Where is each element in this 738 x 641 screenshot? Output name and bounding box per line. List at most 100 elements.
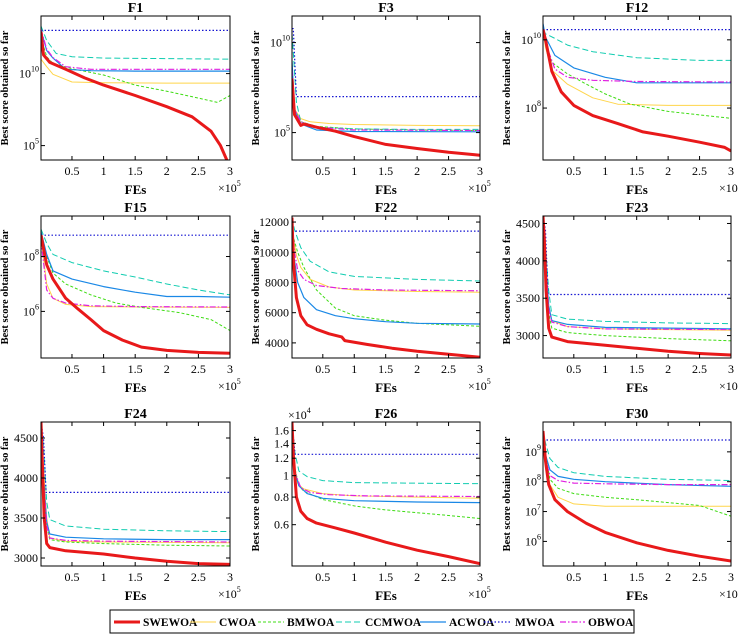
y-axis-label: Best score obtained so far <box>502 30 513 145</box>
series-line-bmwoa <box>543 216 731 342</box>
y-axis-label: Best score obtained so far <box>0 30 11 145</box>
x-tick-label: 2.5 <box>191 570 206 584</box>
series-line-acwoa <box>41 422 230 541</box>
x-tick-label: 2 <box>414 570 420 584</box>
x-tick-label: 0.5 <box>315 362 330 376</box>
legend-item-cwoa: CWOA <box>190 617 257 629</box>
legend-item-mwoa: MWOA <box>484 617 555 629</box>
x-tick-label: 0.5 <box>315 570 330 584</box>
series-line-acwoa <box>41 231 230 298</box>
y-axis-label: Best score obtained so far <box>251 229 262 344</box>
series-line-bmwoa <box>292 218 480 327</box>
series-line-obwoa <box>292 69 480 132</box>
legend-label: BMWOA <box>287 617 335 629</box>
y-tick-label: 3500 <box>14 511 38 525</box>
x-axis-label: FEs <box>626 588 648 603</box>
series-line-ccmwoa <box>543 430 731 481</box>
x-tick-label: 1.5 <box>128 362 143 376</box>
series-line-cwoa <box>41 58 230 84</box>
chart-panel-F1: 0.5 1 1.5 2 2.5 3×105 105 1010 F1 FEs Best score o… <box>0 1 241 197</box>
x-tick-label: 3 <box>728 164 734 178</box>
legend-box <box>109 609 635 634</box>
y-tick-label: 4000 <box>516 254 540 268</box>
series-line-obwoa <box>292 424 480 498</box>
legend-label: ACWOA <box>449 617 495 629</box>
y-tick-label: 4500 <box>516 216 540 230</box>
series-line-acwoa <box>292 424 480 504</box>
series-line-swewoa <box>41 234 230 355</box>
series-line-bmwoa <box>41 37 230 103</box>
y-tick-label: 12000 <box>259 215 289 229</box>
x-tick-label: 1.5 <box>128 164 143 178</box>
series-line-swewoa <box>292 422 480 566</box>
x-tick-label: 1 <box>101 164 107 178</box>
series-line-cwoa <box>292 69 480 127</box>
y-tick-label: 4000 <box>14 471 38 485</box>
y-tick-label: 3000 <box>516 329 540 343</box>
x-tick-label: 3 <box>728 570 734 584</box>
y-tick-label: 1010 <box>270 34 290 50</box>
y-tick-label: 106 <box>525 532 541 548</box>
x-tick-label: 2 <box>164 362 170 376</box>
x-tick-label: 2.5 <box>441 164 456 178</box>
x-tick-label: 0.5 <box>566 164 581 178</box>
series-line-ccmwoa <box>41 25 230 60</box>
series-line-obwoa <box>543 216 731 331</box>
series-line-bmwoa <box>41 422 230 547</box>
y-tick-label: 1.6 <box>274 424 289 438</box>
y-axis-label: Best score obtained so far <box>502 436 513 551</box>
chart-title: F24 <box>124 407 147 422</box>
series-line-obwoa <box>41 239 230 308</box>
y-tick-label: 105 <box>23 137 39 153</box>
y-tick-label: 107 <box>525 503 541 519</box>
series-line-ccmwoa <box>292 422 480 485</box>
x-tick-label: 2.5 <box>191 164 206 178</box>
x-tick-label: 2.5 <box>441 570 456 584</box>
chart-panel-F15: 0.5 1 1.5 2 2.5 3×105 106 108 F15 FEs Best score o… <box>0 201 241 395</box>
x-exponent-label: ×105 <box>468 377 491 393</box>
x-tick-label: 1.5 <box>629 570 644 584</box>
series-line-ccmwoa <box>543 216 731 325</box>
chart-title: F26 <box>375 407 398 422</box>
y-tick-label: 109 <box>525 443 541 459</box>
series-line-bmwoa <box>41 231 230 332</box>
x-tick-label: 1 <box>602 570 608 584</box>
y-axis-label: Best score obtained so far <box>502 229 513 344</box>
x-exponent-label: ×105 <box>218 585 241 601</box>
x-axis-label: FEs <box>375 588 397 603</box>
x-tick-label: 2.5 <box>441 362 456 376</box>
y-axis-label: Best score obtained so far <box>0 436 11 551</box>
y-tick-label: 1.2 <box>274 451 289 465</box>
series-line-mwoa <box>292 28 480 98</box>
x-tick-label: 2 <box>665 164 671 178</box>
series-line-obwoa <box>41 422 230 543</box>
series-line-acwoa <box>292 217 480 325</box>
x-tick-label: 3 <box>227 362 233 376</box>
chart-title: F22 <box>375 201 398 216</box>
x-tick-label: 1.5 <box>128 570 143 584</box>
series-line-ccmwoa <box>41 228 230 296</box>
series-line-cwoa <box>543 430 731 507</box>
y-tick-label: 1010 <box>521 31 541 47</box>
legend-label: CWOA <box>219 617 257 629</box>
series-line-swewoa <box>292 217 480 358</box>
series-line-bmwoa <box>292 424 480 519</box>
x-tick-label: 1 <box>602 362 608 376</box>
chart-title: F12 <box>626 1 649 16</box>
y-tick-label: 3000 <box>14 551 38 565</box>
legend-label: OBWOA <box>588 617 634 629</box>
y-tick-label: 8000 <box>265 275 289 289</box>
x-exponent-label: ×105 <box>218 179 241 195</box>
x-tick-label: 2.5 <box>692 362 707 376</box>
y-tick-label: 1.4 <box>274 436 289 450</box>
x-exponent-label: ×105 <box>719 585 738 601</box>
x-tick-label: 1.5 <box>629 164 644 178</box>
series-line-swewoa <box>41 422 230 566</box>
series-line-bmwoa <box>543 29 731 119</box>
x-exponent-label: ×105 <box>468 179 491 195</box>
legend-label: SWEWOA <box>143 617 198 629</box>
y-tick-label: 108 <box>525 473 541 489</box>
y-tick-label: 108 <box>23 248 39 264</box>
x-axis-label: FEs <box>125 588 147 603</box>
x-tick-label: 0.5 <box>64 164 79 178</box>
